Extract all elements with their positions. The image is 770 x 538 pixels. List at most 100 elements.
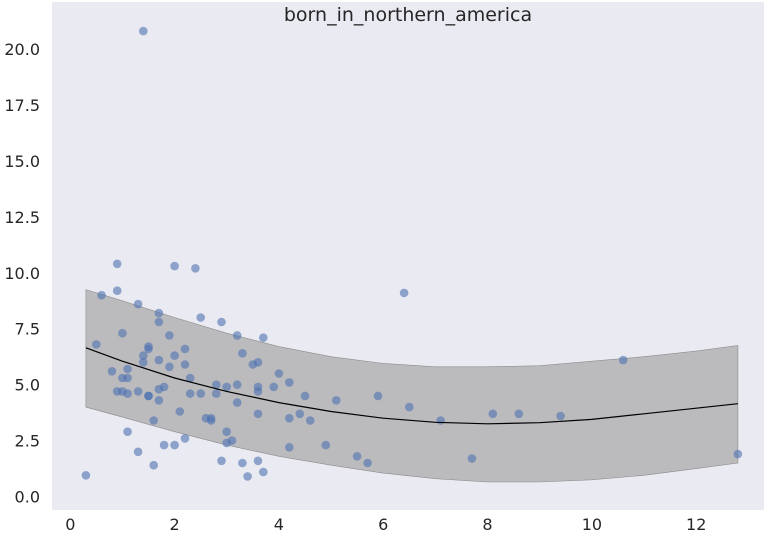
data-point — [618, 355, 628, 365]
x-tick-label: 2 — [170, 515, 180, 534]
data-point — [165, 331, 174, 340]
x-tick-label: 8 — [482, 515, 492, 534]
data-point — [488, 409, 498, 419]
data-point — [170, 440, 179, 450]
data-point — [259, 467, 268, 477]
x-tick-label: 10 — [582, 515, 602, 534]
data-point — [191, 264, 200, 273]
data-point — [253, 387, 263, 396]
data-point — [222, 427, 231, 437]
y-tick-label: 15.0 — [4, 152, 40, 171]
confidence-band-layer — [85, 289, 739, 483]
x-tick-label: 12 — [686, 515, 706, 534]
y-tick-label: 10.0 — [4, 264, 40, 283]
data-point — [133, 299, 143, 309]
y-axis-ticks: 0.0 2.5 5.0 7.5 10.0 12.5 15.0 17.5 20.0 — [4, 40, 40, 507]
data-point — [227, 436, 237, 445]
data-point — [212, 380, 221, 390]
data-point — [217, 456, 226, 466]
data-point — [154, 396, 164, 405]
data-point — [259, 333, 268, 343]
data-point — [149, 460, 158, 470]
data-point — [269, 382, 279, 392]
x-tick-label: 6 — [378, 515, 388, 534]
data-point — [238, 458, 247, 468]
data-point — [436, 416, 445, 425]
data-point — [321, 440, 331, 450]
x-axis-ticks: 0 2 4 6 8 10 12 — [65, 515, 706, 534]
data-point — [232, 380, 242, 390]
data-point — [399, 288, 409, 298]
data-point — [123, 364, 132, 374]
data-point — [253, 409, 263, 419]
data-point — [81, 471, 91, 480]
data-point — [154, 355, 164, 365]
data-point — [253, 358, 263, 367]
data-point — [733, 449, 743, 459]
data-point — [196, 313, 205, 322]
data-point — [165, 362, 174, 372]
data-point — [232, 331, 242, 340]
data-points-layer — [81, 26, 743, 481]
data-point — [154, 317, 164, 327]
data-point — [107, 367, 117, 376]
data-point — [514, 409, 524, 419]
data-point — [97, 290, 106, 300]
data-point — [180, 344, 190, 354]
data-point — [185, 389, 195, 398]
data-point — [123, 389, 132, 398]
data-point — [123, 427, 132, 437]
y-tick-label: 20.0 — [4, 40, 40, 59]
data-point — [149, 416, 158, 425]
data-point — [139, 26, 148, 36]
y-tick-label: 2.5 — [15, 432, 40, 451]
data-point — [232, 398, 242, 407]
data-point — [300, 391, 310, 401]
data-point — [212, 389, 221, 398]
data-point — [170, 261, 179, 271]
y-tick-label: 5.0 — [15, 376, 40, 395]
data-point — [123, 373, 132, 383]
data-point — [92, 340, 101, 349]
data-point — [285, 378, 294, 387]
data-point — [133, 387, 143, 396]
data-point — [332, 396, 341, 405]
data-point — [175, 407, 185, 416]
data-point — [170, 351, 179, 360]
data-point — [180, 360, 190, 369]
data-point — [285, 413, 294, 423]
data-point — [180, 434, 190, 443]
data-point — [556, 411, 565, 421]
data-point — [222, 382, 231, 392]
data-point — [274, 369, 284, 378]
y-tick-label: 7.5 — [15, 320, 40, 339]
data-point — [363, 458, 372, 468]
data-point — [112, 286, 122, 296]
data-point — [295, 409, 305, 419]
data-point — [352, 452, 362, 461]
data-point — [405, 402, 414, 412]
data-point — [159, 440, 169, 450]
y-tick-label: 12.5 — [4, 208, 40, 227]
data-point — [159, 382, 169, 392]
y-tick-label: 17.5 — [4, 96, 40, 115]
data-point — [144, 391, 153, 401]
data-point — [139, 351, 148, 360]
data-point — [305, 416, 315, 425]
data-point — [139, 358, 148, 367]
x-tick-label: 0 — [65, 515, 75, 534]
data-point — [206, 413, 216, 423]
data-point — [243, 472, 252, 481]
data-point — [467, 454, 477, 463]
confidence-band — [85, 289, 739, 483]
data-point — [238, 349, 247, 358]
data-point — [217, 317, 226, 327]
data-point — [373, 391, 383, 401]
data-point — [144, 342, 153, 351]
fit-line-layer — [85, 347, 738, 425]
data-point — [185, 373, 195, 383]
data-point — [196, 389, 205, 398]
data-point — [285, 443, 294, 452]
data-point — [112, 259, 122, 269]
